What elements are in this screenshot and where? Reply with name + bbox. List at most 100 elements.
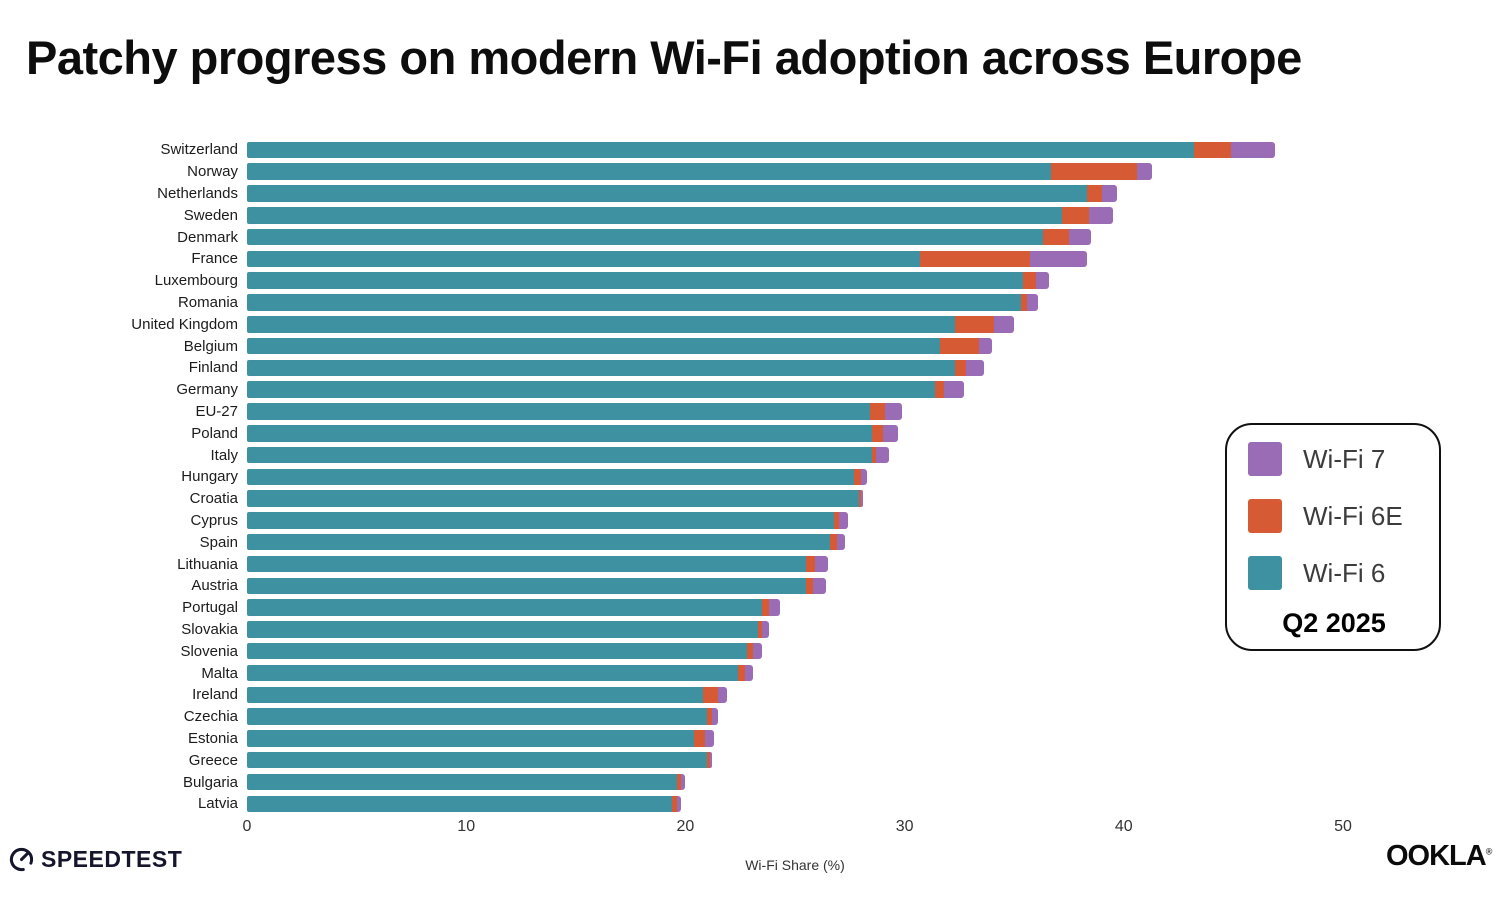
stacked-bar: [247, 272, 1050, 289]
bar-segment-wifi7: [812, 577, 826, 595]
bar-segment-wifi6: [247, 316, 956, 333]
bar-segment-wifi6: [247, 163, 1052, 180]
bar-segment-wifi6: [247, 250, 920, 268]
bar-segment-wifi7: [1036, 272, 1050, 289]
bar-row: Ireland: [0, 684, 1500, 706]
bar-segment-wifi7: [838, 512, 848, 529]
bar-segment-wifi6: [247, 425, 872, 442]
category-label: Italy: [210, 446, 238, 464]
stacked-bar: [247, 751, 712, 769]
bar-row: Spain: [0, 531, 1500, 553]
legend-period: Q2 2025: [1282, 608, 1386, 638]
bar-segment-wifi6: [247, 555, 806, 573]
bar-segment-wifi7: [718, 686, 728, 704]
bar-segment-wifi6: [247, 730, 695, 747]
stacked-bar: [247, 381, 964, 398]
bar-row: United Kingdom: [0, 313, 1500, 335]
stacked-bar: [247, 403, 903, 420]
x-tick-label: 0: [242, 818, 252, 835]
category-label: Cyprus: [190, 511, 238, 529]
bar-segment-wifi6e: [762, 599, 769, 616]
stacked-bar: [247, 686, 728, 704]
stacked-bar: [247, 555, 828, 573]
bar-segment-wifi7: [676, 795, 681, 813]
title-bold: modern Wi-Fi: [468, 31, 763, 84]
bar-segment-wifi7: [876, 446, 890, 464]
wifi7-swatch: [1248, 442, 1282, 476]
bar-segment-wifi6: [247, 381, 936, 398]
bar-row: Germany: [0, 379, 1500, 401]
legend-item-wifi6: Wi-Fi 6: [1248, 556, 1439, 590]
x-axis-ticks: 0 10 20 30 40 50: [0, 818, 1500, 838]
category-label: Greece: [188, 751, 238, 769]
legend-box: Wi-Fi 7 Wi-Fi 6E Wi-Fi 6 Q2 2025: [1225, 423, 1441, 651]
bar-segment-wifi7: [1101, 185, 1118, 202]
bar-segment-wifi6e: [871, 425, 883, 442]
bar-segment-wifi7: [1029, 250, 1087, 268]
bar-segment-wifi6e: [1020, 294, 1028, 311]
bar-row: Austria: [0, 575, 1500, 597]
bar-segment-wifi6e: [672, 795, 677, 813]
bar-row: Cyprus: [0, 510, 1500, 532]
category-label: Slovenia: [180, 642, 238, 660]
bar-segment-wifi6: [247, 577, 806, 595]
bar-segment-wifi6e: [707, 708, 712, 725]
bar-segment-wifi6: [247, 468, 855, 486]
bar-segment-wifi6e: [1042, 228, 1069, 246]
category-label: Belgium: [183, 337, 238, 355]
bar-segment-wifi6e: [854, 468, 861, 486]
wifi6e-swatch: [1248, 499, 1282, 533]
bar-segment-wifi7: [681, 773, 686, 791]
category-label: Spain: [199, 533, 238, 551]
bar-segment-wifi7: [1027, 294, 1039, 311]
bar-segment-wifi6e: [939, 337, 980, 355]
bar-segment-wifi6e: [834, 512, 839, 529]
bar-segment-wifi6: [247, 599, 763, 616]
bar-segment-wifi6: [247, 533, 831, 551]
stacked-bar: [247, 207, 1113, 224]
stacked-bar: [247, 642, 763, 660]
category-label: France: [191, 250, 238, 268]
bar-segment-wifi7: [994, 316, 1015, 333]
category-label: Norway: [187, 163, 238, 181]
bar-segment-wifi7: [860, 468, 868, 486]
bar-segment-wifi7: [709, 751, 712, 769]
bar-segment-wifi7: [1231, 141, 1276, 159]
bar-segment-wifi6e: [694, 730, 706, 747]
speedometer-icon: [9, 847, 34, 872]
wifi6-swatch: [1248, 556, 1282, 590]
stacked-bar: [247, 795, 681, 813]
bar-row: Greece: [0, 749, 1500, 771]
x-tick-label: 10: [457, 818, 476, 835]
bar-segment-wifi6e: [1062, 207, 1089, 224]
bar-segment-wifi6: [247, 337, 940, 355]
bar-segment-wifi6e: [1193, 141, 1232, 159]
stacked-bar: [247, 316, 1015, 333]
x-tick-label: 40: [1114, 818, 1133, 835]
bar-row: Sweden: [0, 204, 1500, 226]
bar-row: Romania: [0, 292, 1500, 314]
stacked-bar: [247, 228, 1091, 246]
bar-segment-wifi7: [1068, 228, 1091, 246]
category-label: Germany: [176, 381, 238, 399]
bar-segment-wifi6e: [869, 403, 885, 420]
bar-segment-wifi6e: [1051, 163, 1137, 180]
bar-row: France: [0, 248, 1500, 270]
bar-segment-wifi7: [768, 599, 780, 616]
stacked-bar: [247, 708, 719, 725]
bar-row: EU-27: [0, 401, 1500, 423]
bar-segment-wifi6: [247, 621, 758, 638]
stacked-bar: [247, 163, 1153, 180]
category-label: Finland: [188, 359, 238, 377]
bar-row: Hungary: [0, 466, 1500, 488]
x-tick-label: 20: [676, 818, 695, 835]
bar-segment-wifi6: [247, 185, 1087, 202]
stacked-bar: [247, 359, 984, 377]
bar-row: Malta: [0, 662, 1500, 684]
bar-row: Slovenia: [0, 640, 1500, 662]
stacked-bar: [247, 490, 863, 507]
bar-segment-wifi6: [247, 642, 747, 660]
bar-row: Croatia: [0, 488, 1500, 510]
category-label: Poland: [191, 424, 238, 442]
category-label: Sweden: [183, 206, 238, 224]
